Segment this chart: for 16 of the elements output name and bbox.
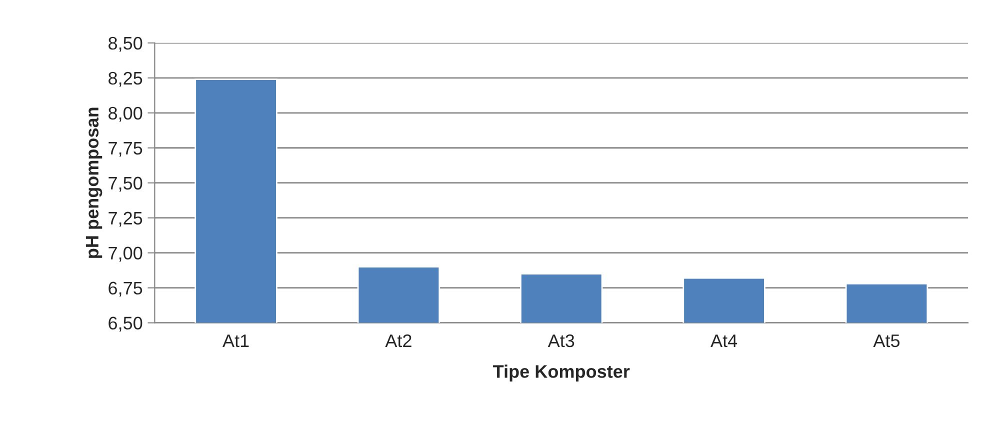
x-tick-label: At1 <box>222 334 249 348</box>
y-tick-label: 8,50 <box>108 36 142 52</box>
y-tick-label: 8,00 <box>108 106 142 122</box>
x-tick-label: At4 <box>710 334 738 348</box>
y-tick-label: 7,25 <box>108 212 142 227</box>
y-tick-label: 7,00 <box>108 246 142 262</box>
x-tick-label: At2 <box>385 334 412 348</box>
y-tick-label: 7,75 <box>108 142 142 157</box>
x-tick-label: At5 <box>873 334 900 348</box>
x-tick-label: At3 <box>548 334 574 348</box>
y-tick-label: 7,50 <box>108 176 142 192</box>
y-axis-title: pH pengomposan <box>86 108 102 258</box>
y-tick-label: 6,50 <box>108 316 142 332</box>
x-axis-title: Tipe Komposter <box>493 364 630 382</box>
y-tick-label: 6,75 <box>108 282 142 297</box>
y-tick-label: 8,25 <box>108 72 142 87</box>
